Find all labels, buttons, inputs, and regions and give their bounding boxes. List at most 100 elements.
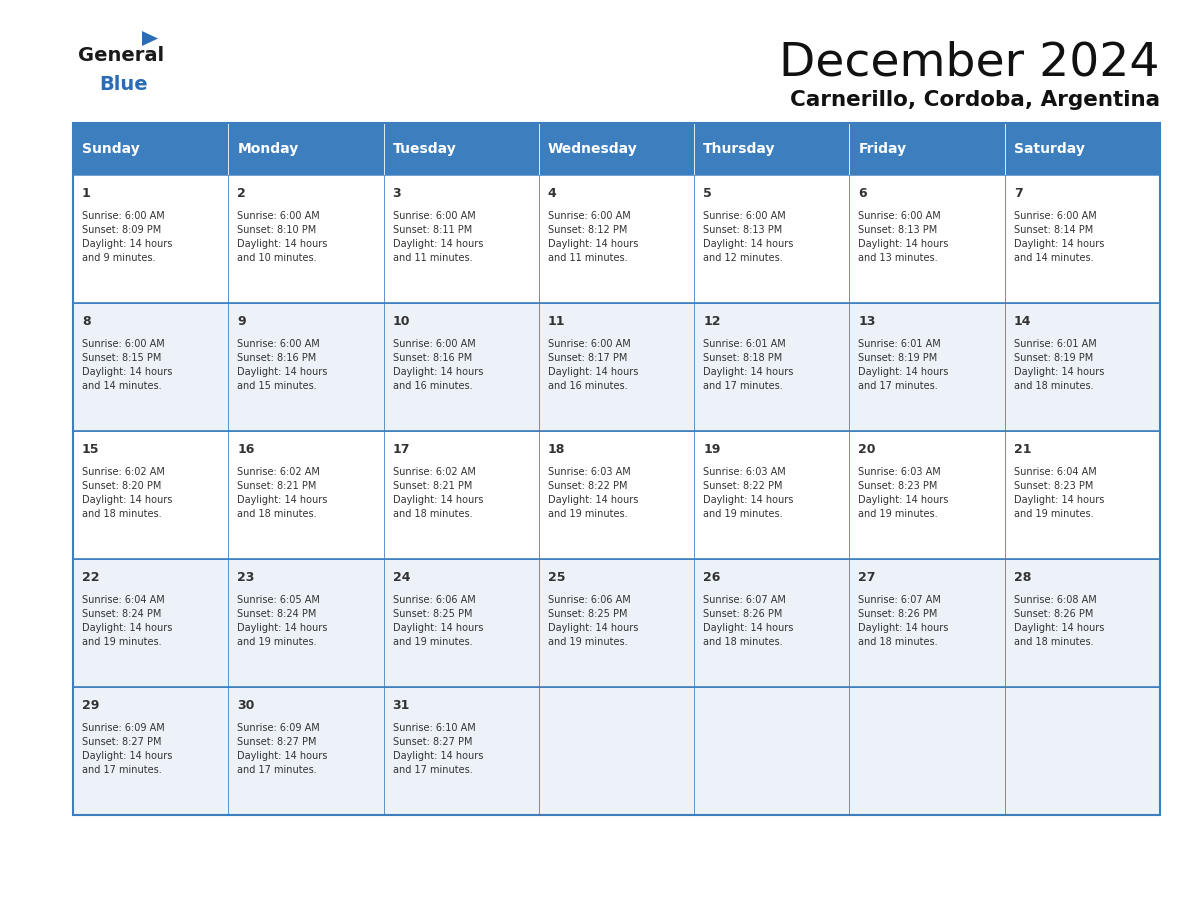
Text: Sunrise: 6:00 AM
Sunset: 8:10 PM
Daylight: 14 hours
and 10 minutes.: Sunrise: 6:00 AM Sunset: 8:10 PM Dayligh… [238, 211, 328, 263]
Text: 12: 12 [703, 315, 721, 328]
Text: 22: 22 [82, 571, 100, 584]
Bar [72, 123, 1159, 815]
Text: Sunrise: 6:00 AM
Sunset: 8:17 PM
Daylight: 14 hours
and 16 minutes.: Sunrise: 6:00 AM Sunset: 8:17 PM Dayligh… [548, 339, 638, 391]
Bar [539, 123, 694, 175]
Text: Sunrise: 6:00 AM
Sunset: 8:16 PM
Daylight: 14 hours
and 15 minutes.: Sunrise: 6:00 AM Sunset: 8:16 PM Dayligh… [238, 339, 328, 391]
Bar [1005, 175, 1159, 303]
Bar [72, 687, 228, 815]
Bar [694, 123, 849, 175]
Text: Sunrise: 6:10 AM
Sunset: 8:27 PM
Daylight: 14 hours
and 17 minutes.: Sunrise: 6:10 AM Sunset: 8:27 PM Dayligh… [392, 723, 484, 775]
Bar [384, 303, 539, 431]
Text: Sunrise: 6:06 AM
Sunset: 8:25 PM
Daylight: 14 hours
and 19 minutes.: Sunrise: 6:06 AM Sunset: 8:25 PM Dayligh… [392, 595, 484, 647]
Text: 28: 28 [1013, 571, 1031, 584]
Text: 17: 17 [392, 443, 410, 456]
Bar [1005, 431, 1159, 559]
Text: 3: 3 [392, 187, 402, 200]
Text: Sunrise: 6:02 AM
Sunset: 8:21 PM
Daylight: 14 hours
and 18 minutes.: Sunrise: 6:02 AM Sunset: 8:21 PM Dayligh… [392, 467, 484, 519]
Text: 13: 13 [859, 315, 876, 328]
Text: General: General [78, 46, 164, 65]
Text: Sunrise: 6:07 AM
Sunset: 8:26 PM
Daylight: 14 hours
and 18 minutes.: Sunrise: 6:07 AM Sunset: 8:26 PM Dayligh… [703, 595, 794, 647]
Bar [72, 123, 228, 175]
Text: 29: 29 [82, 699, 100, 712]
Bar [694, 303, 849, 431]
Bar [694, 175, 849, 303]
Text: Sunrise: 6:00 AM
Sunset: 8:16 PM
Daylight: 14 hours
and 16 minutes.: Sunrise: 6:00 AM Sunset: 8:16 PM Dayligh… [392, 339, 484, 391]
Text: Sunrise: 6:00 AM
Sunset: 8:13 PM
Daylight: 14 hours
and 13 minutes.: Sunrise: 6:00 AM Sunset: 8:13 PM Dayligh… [859, 211, 949, 263]
Text: December 2024: December 2024 [779, 40, 1159, 85]
Bar [72, 431, 228, 559]
Bar [1005, 687, 1159, 815]
Bar [539, 175, 694, 303]
Text: Sunrise: 6:09 AM
Sunset: 8:27 PM
Daylight: 14 hours
and 17 minutes.: Sunrise: 6:09 AM Sunset: 8:27 PM Dayligh… [82, 723, 172, 775]
Text: Sunrise: 6:00 AM
Sunset: 8:15 PM
Daylight: 14 hours
and 14 minutes.: Sunrise: 6:00 AM Sunset: 8:15 PM Dayligh… [82, 339, 172, 391]
Text: 16: 16 [238, 443, 254, 456]
Text: 4: 4 [548, 187, 557, 200]
Bar [694, 431, 849, 559]
Text: Sunrise: 6:01 AM
Sunset: 8:19 PM
Daylight: 14 hours
and 17 minutes.: Sunrise: 6:01 AM Sunset: 8:19 PM Dayligh… [859, 339, 949, 391]
Bar [384, 123, 539, 175]
Text: 8: 8 [82, 315, 90, 328]
Bar [72, 303, 228, 431]
Text: Sunday: Sunday [82, 142, 140, 156]
Bar [694, 559, 849, 687]
Bar [849, 123, 1005, 175]
Text: 30: 30 [238, 699, 254, 712]
Text: 23: 23 [238, 571, 254, 584]
Text: Friday: Friday [859, 142, 906, 156]
Text: Sunrise: 6:03 AM
Sunset: 8:23 PM
Daylight: 14 hours
and 19 minutes.: Sunrise: 6:03 AM Sunset: 8:23 PM Dayligh… [859, 467, 949, 519]
Text: Sunrise: 6:06 AM
Sunset: 8:25 PM
Daylight: 14 hours
and 19 minutes.: Sunrise: 6:06 AM Sunset: 8:25 PM Dayligh… [548, 595, 638, 647]
Bar [539, 431, 694, 559]
Text: 14: 14 [1013, 315, 1031, 328]
Text: 31: 31 [392, 699, 410, 712]
Text: Carnerillo, Cordoba, Argentina: Carnerillo, Cordoba, Argentina [790, 90, 1159, 110]
Bar [228, 303, 384, 431]
Bar [384, 431, 539, 559]
Bar [228, 431, 384, 559]
Text: Sunrise: 6:03 AM
Sunset: 8:22 PM
Daylight: 14 hours
and 19 minutes.: Sunrise: 6:03 AM Sunset: 8:22 PM Dayligh… [703, 467, 794, 519]
Text: Sunrise: 6:02 AM
Sunset: 8:20 PM
Daylight: 14 hours
and 18 minutes.: Sunrise: 6:02 AM Sunset: 8:20 PM Dayligh… [82, 467, 172, 519]
Text: 6: 6 [859, 187, 867, 200]
Polygon shape [143, 31, 158, 46]
Bar [1005, 559, 1159, 687]
Bar [849, 303, 1005, 431]
Text: 21: 21 [1013, 443, 1031, 456]
Text: Tuesday: Tuesday [392, 142, 456, 156]
Bar [228, 687, 384, 815]
Bar [72, 175, 228, 303]
Text: 9: 9 [238, 315, 246, 328]
Text: Monday: Monday [238, 142, 298, 156]
Text: 26: 26 [703, 571, 720, 584]
Bar [694, 687, 849, 815]
Text: 5: 5 [703, 187, 712, 200]
Text: Sunrise: 6:00 AM
Sunset: 8:13 PM
Daylight: 14 hours
and 12 minutes.: Sunrise: 6:00 AM Sunset: 8:13 PM Dayligh… [703, 211, 794, 263]
Text: 25: 25 [548, 571, 565, 584]
Bar [849, 175, 1005, 303]
Bar [72, 559, 228, 687]
Text: Sunrise: 6:00 AM
Sunset: 8:12 PM
Daylight: 14 hours
and 11 minutes.: Sunrise: 6:00 AM Sunset: 8:12 PM Dayligh… [548, 211, 638, 263]
Text: 7: 7 [1013, 187, 1023, 200]
Text: Blue: Blue [99, 75, 147, 94]
Text: Sunrise: 6:01 AM
Sunset: 8:18 PM
Daylight: 14 hours
and 17 minutes.: Sunrise: 6:01 AM Sunset: 8:18 PM Dayligh… [703, 339, 794, 391]
Text: Sunrise: 6:00 AM
Sunset: 8:09 PM
Daylight: 14 hours
and 9 minutes.: Sunrise: 6:00 AM Sunset: 8:09 PM Dayligh… [82, 211, 172, 263]
Text: 20: 20 [859, 443, 876, 456]
Text: Sunrise: 6:09 AM
Sunset: 8:27 PM
Daylight: 14 hours
and 17 minutes.: Sunrise: 6:09 AM Sunset: 8:27 PM Dayligh… [238, 723, 328, 775]
Text: Sunrise: 6:02 AM
Sunset: 8:21 PM
Daylight: 14 hours
and 18 minutes.: Sunrise: 6:02 AM Sunset: 8:21 PM Dayligh… [238, 467, 328, 519]
Bar [1005, 303, 1159, 431]
Bar [849, 559, 1005, 687]
Bar [228, 175, 384, 303]
Text: 19: 19 [703, 443, 720, 456]
Bar [228, 123, 384, 175]
Bar [539, 687, 694, 815]
Text: 10: 10 [392, 315, 410, 328]
Text: Wednesday: Wednesday [548, 142, 638, 156]
Bar [539, 303, 694, 431]
Text: Sunrise: 6:04 AM
Sunset: 8:23 PM
Daylight: 14 hours
and 19 minutes.: Sunrise: 6:04 AM Sunset: 8:23 PM Dayligh… [1013, 467, 1104, 519]
Bar [539, 559, 694, 687]
Text: Sunrise: 6:07 AM
Sunset: 8:26 PM
Daylight: 14 hours
and 18 minutes.: Sunrise: 6:07 AM Sunset: 8:26 PM Dayligh… [859, 595, 949, 647]
Bar [1005, 123, 1159, 175]
Bar [384, 559, 539, 687]
Bar [849, 687, 1005, 815]
Text: Sunrise: 6:08 AM
Sunset: 8:26 PM
Daylight: 14 hours
and 18 minutes.: Sunrise: 6:08 AM Sunset: 8:26 PM Dayligh… [1013, 595, 1104, 647]
Text: Sunrise: 6:05 AM
Sunset: 8:24 PM
Daylight: 14 hours
and 19 minutes.: Sunrise: 6:05 AM Sunset: 8:24 PM Dayligh… [238, 595, 328, 647]
Text: 2: 2 [238, 187, 246, 200]
